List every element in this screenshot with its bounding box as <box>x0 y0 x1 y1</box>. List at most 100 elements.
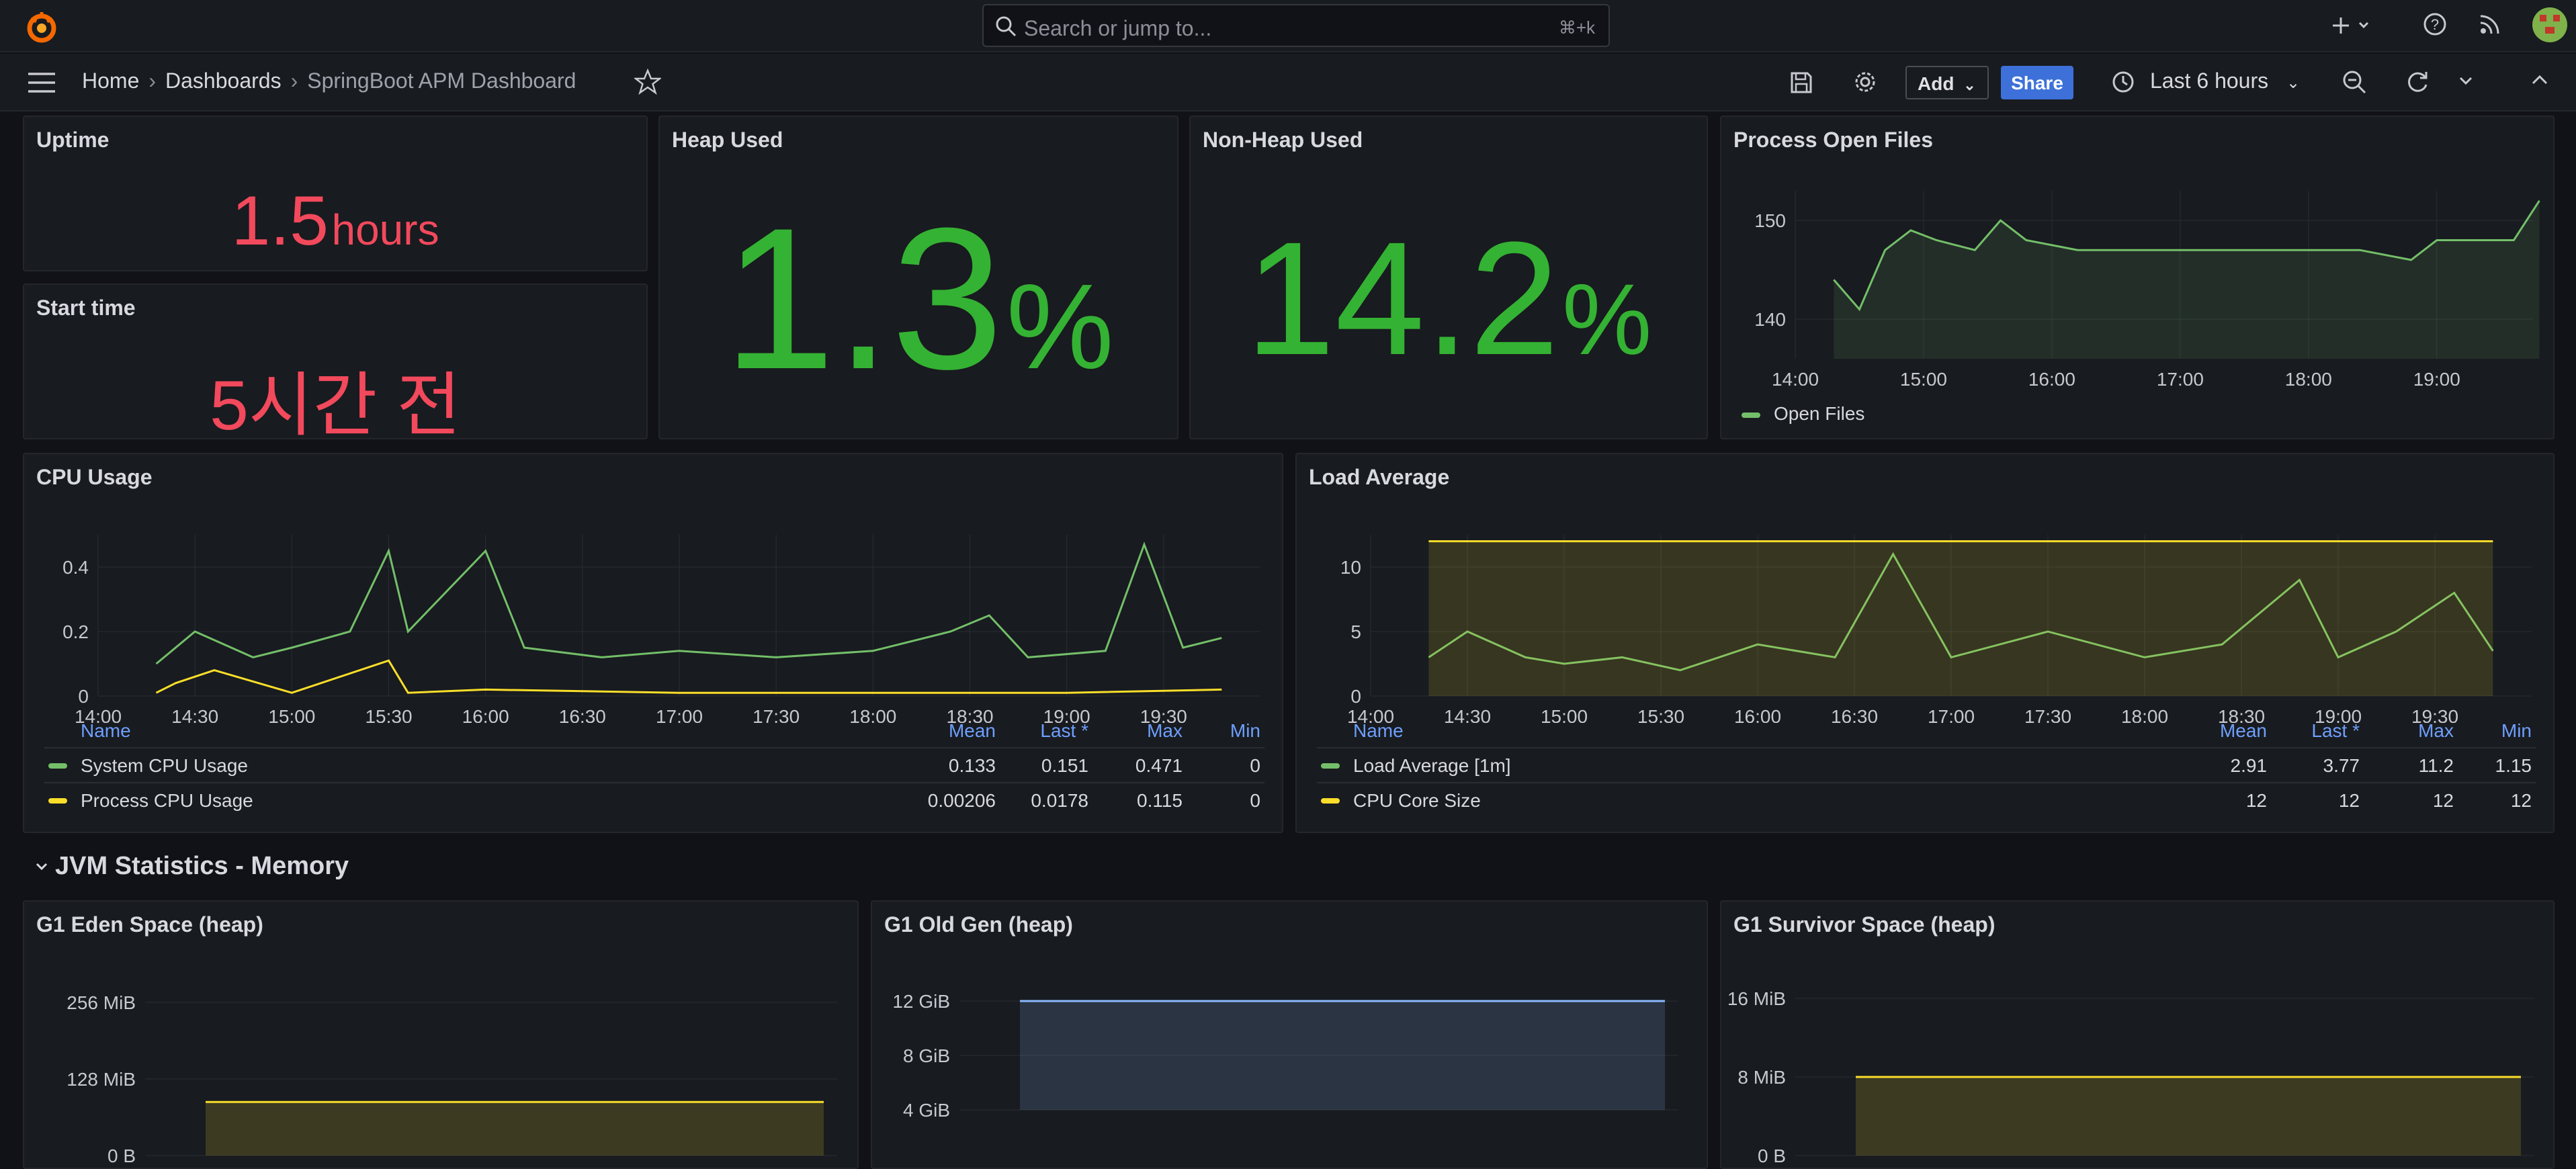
legend-cell-name[interactable]: Process CPU Usage <box>81 790 253 811</box>
breadcrumb-home[interactable]: Home <box>82 69 140 93</box>
legend-cell-mean: 12 <box>2245 790 2267 811</box>
add-button[interactable]: Add ⌄ <box>1905 66 1989 99</box>
save-icon[interactable] <box>1789 70 1814 95</box>
add-button-label: Add <box>1918 73 1955 94</box>
legend-cell-min: 1.15 <box>2495 755 2532 776</box>
legend-cell-max: 0.471 <box>1135 755 1183 776</box>
uptime-stat: 1.5 hours <box>24 181 646 261</box>
legend-open-files[interactable]: Open Files <box>1774 403 1865 424</box>
menu-icon[interactable] <box>27 71 56 94</box>
legend-cell-name[interactable]: System CPU Usage <box>81 755 248 776</box>
legend-header-last[interactable]: Last * <box>2311 720 2360 741</box>
load-average-panel[interactable]: Load Average 0 5 10 14:00 14:30 15:00 15:30 16:… <box>1295 453 2554 833</box>
x-tick-label: 14:30 <box>1444 706 1491 723</box>
legend-header-name[interactable]: Name <box>81 720 131 741</box>
series-area <box>1428 541 2493 696</box>
start-time-panel[interactable]: Start time 5시간 전 <box>23 284 648 439</box>
legend-cell-min: 0 <box>1250 755 1260 776</box>
legend-cell-name[interactable]: CPU Core Size <box>1353 790 1481 811</box>
legend-header-mean[interactable]: Mean <box>2219 720 2267 741</box>
panel-title: Start time <box>36 296 136 320</box>
legend-cell-last: 0.0178 <box>1031 790 1088 811</box>
y-tick-label: 0.4 <box>62 557 89 578</box>
row-title-jvm-memory[interactable]: JVM Statistics - Memory <box>55 852 349 880</box>
search-input[interactable]: Search or jump to... ⌘+k <box>982 4 1610 47</box>
legend-cell-min: 12 <box>2510 790 2532 811</box>
g1-survivor-chart: 0 B 8 MiB 16 MiB <box>1727 988 2534 1166</box>
help-icon[interactable]: ? <box>2421 11 2448 38</box>
svg-text:?: ? <box>2431 16 2439 33</box>
legend-header-max[interactable]: Max <box>2418 720 2454 741</box>
process-open-files-panel[interactable]: Process Open Files 140 150 14:00 15:00 16:00… <box>1720 116 2554 439</box>
y-tick-label: 10 <box>1340 557 1361 578</box>
share-button[interactable]: Share <box>2001 66 2073 99</box>
non-heap-used-panel[interactable]: Non-Heap Used 14.2 % <box>1189 116 1708 439</box>
heap-used-panel[interactable]: Heap Used 1.3 % <box>658 116 1178 439</box>
breadcrumb-dashboards[interactable]: Dashboards <box>165 69 282 93</box>
x-tick-label: 16:00 <box>462 706 509 723</box>
cpu-legend-table: Name Mean Last * Max Min System CPU Usage 0.13… <box>24 720 1282 828</box>
star-icon[interactable] <box>634 69 661 95</box>
x-tick-label: 15:00 <box>1541 706 1588 723</box>
g1-old-gen-panel[interactable]: G1 Old Gen (heap) 4 GiB 8 GiB 12 GiB <box>871 900 1708 1169</box>
plus-icon[interactable] <box>2331 13 2378 38</box>
x-tick-label: 16:00 <box>1734 706 1781 723</box>
y-tick-label: 8 GiB <box>903 1045 950 1066</box>
y-tick-label: 0.2 <box>62 621 89 642</box>
refresh-icon[interactable] <box>2404 69 2431 95</box>
heap-unit: % <box>1006 259 1114 394</box>
user-avatar[interactable] <box>2532 7 2568 43</box>
chevron-up-icon[interactable] <box>2530 73 2549 87</box>
time-range-picker[interactable]: Last 6 hours ⌄ <box>2150 69 2300 93</box>
y-tick-label: 12 GiB <box>892 991 950 1012</box>
chevron-down-icon: ⌄ <box>2286 74 2301 92</box>
non-heap-stat: 14.2 % <box>1191 218 1707 379</box>
panel-title: Non-Heap Used <box>1203 128 1363 152</box>
legend-header-min[interactable]: Min <box>1230 720 1260 741</box>
g1-eden-panel[interactable]: G1 Eden Space (heap) 0 B 128 MiB 256 MiB <box>23 900 859 1169</box>
legend-row-divider <box>44 747 1264 748</box>
y-tick-label: 0 B <box>1758 1145 1786 1166</box>
grafana-logo-icon[interactable] <box>24 9 59 44</box>
zoom-out-icon[interactable] <box>2341 69 2368 95</box>
legend-header-max[interactable]: Max <box>1147 720 1183 741</box>
x-tick-label: 18:30 <box>946 706 993 723</box>
cpu-usage-panel[interactable]: CPU Usage 0 0.2 0.4 14:00 14:30 15:00 15:30 16:… <box>23 453 1283 833</box>
breadcrumb: Home › Dashboards › SpringBoot APM Dashboard <box>82 69 585 93</box>
chevron-down-icon[interactable] <box>2458 74 2474 87</box>
x-tick-label: 14:30 <box>171 706 218 723</box>
series-area <box>1020 1001 1665 1110</box>
x-tick-label: 17:30 <box>753 706 800 723</box>
legend-swatch <box>48 798 67 804</box>
x-tick-label: 15:00 <box>268 706 315 723</box>
x-tick-label: 18:00 <box>849 706 896 723</box>
legend-row-divider <box>1317 747 2536 748</box>
chevron-down-icon: ⌄ <box>1963 77 1976 93</box>
chevron-down-icon[interactable] <box>35 860 48 873</box>
clock-icon <box>2112 71 2134 93</box>
news-feed-icon[interactable] <box>2478 12 2502 36</box>
search-placeholder: Search or jump to... <box>1024 16 1212 40</box>
legend-cell-mean: 0.133 <box>948 755 996 776</box>
x-tick-label: 15:30 <box>1637 706 1684 723</box>
panel-title: G1 Old Gen (heap) <box>884 912 1073 937</box>
panel-title: CPU Usage <box>36 465 153 489</box>
x-tick-label: 16:00 <box>2028 369 2075 386</box>
legend-cell-max: 0.115 <box>1137 790 1183 811</box>
y-tick-label: 8 MiB <box>1737 1067 1786 1088</box>
legend-header-mean[interactable]: Mean <box>948 720 996 741</box>
legend-cell-name[interactable]: Load Average [1m] <box>1353 755 1511 776</box>
legend-header-last[interactable]: Last * <box>1040 720 1088 741</box>
legend-header-min[interactable]: Min <box>2501 720 2532 741</box>
legend-header-name[interactable]: Name <box>1353 720 1404 741</box>
search-icon <box>996 16 1017 37</box>
legend-swatch <box>1321 798 1340 804</box>
y-tick-label: 256 MiB <box>67 992 136 1013</box>
panel-title: Heap Used <box>672 128 783 152</box>
g1-survivor-panel[interactable]: G1 Survivor Space (heap) 0 B 8 MiB 16 MiB <box>1720 900 2554 1169</box>
uptime-panel[interactable]: Uptime 1.5 hours <box>23 116 648 271</box>
gear-icon[interactable] <box>1852 69 1879 95</box>
non-heap-unit: % <box>1562 263 1652 376</box>
x-tick-label: 17:00 <box>2157 369 2204 386</box>
x-tick-label: 17:00 <box>656 706 703 723</box>
